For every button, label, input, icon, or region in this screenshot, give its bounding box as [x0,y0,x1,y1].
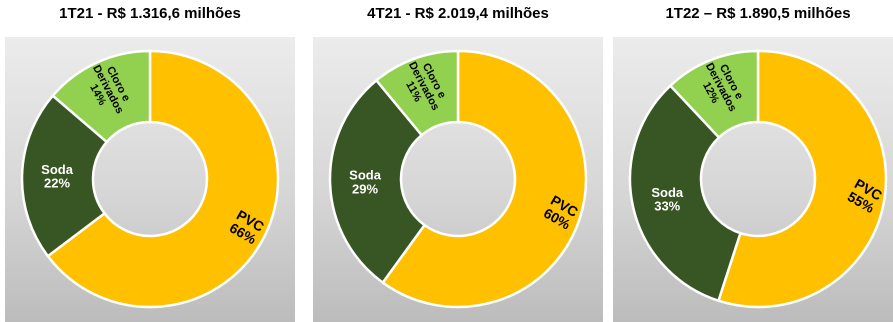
slice-label-soda: Soda 22% [41,162,74,191]
slice-value-label: 33% [654,199,680,214]
donut-slice-soda [20,93,109,258]
donut-slice-cloro-e-derivados [51,49,152,144]
slice-category-label: Soda [41,162,74,177]
slice-value-label: 29% [352,181,378,196]
chart-title: 4T21 - R$ 2.019,4 milhões [367,5,549,22]
donut-chart-1t21: PVC66%Soda 22%Cloro eDerivados14% [20,49,280,309]
chart-title: 1T22 – R$ 1.890,5 milhões [665,5,851,22]
donut-slice-cloro-e-derivados [374,49,460,137]
donut-slice-soda [328,78,427,285]
donut-slice-pvc [381,49,588,309]
donut-chart-4t21: PVC60%Soda 29%Cloro eDerivados11% [328,49,588,309]
slice-category-label: Soda [349,168,382,183]
slice-label-soda: Soda 29% [349,168,382,197]
donut-slice-pvc [716,49,888,309]
chart-panel-1t22: 1T22 – R$ 1.890,5 milhões PVC55% Soda 33% C… [613,0,893,322]
slice-label-soda: Soda 33% [651,185,684,214]
donut-slice-cloro-e-derivados [668,49,760,140]
slice-value-label: 22% [44,176,70,191]
donut-slice-pvc [46,49,280,309]
donut-slice-soda [628,83,742,303]
chart-panel-4t21: 4T21 - R$ 2.019,4 milhões PVC60% Soda 29% C… [313,0,603,322]
chart-title: 1T21 - R$ 1.316,6 milhões [59,5,241,22]
donut-chart-1t22: PVC55%Soda 33%Cloro eDerivados12% [628,49,888,309]
chart-panel-1t21: 1T21 - R$ 1.316,6 milhões PVC66% Soda 22% C… [5,0,295,322]
slice-category-label: Soda [651,185,684,200]
